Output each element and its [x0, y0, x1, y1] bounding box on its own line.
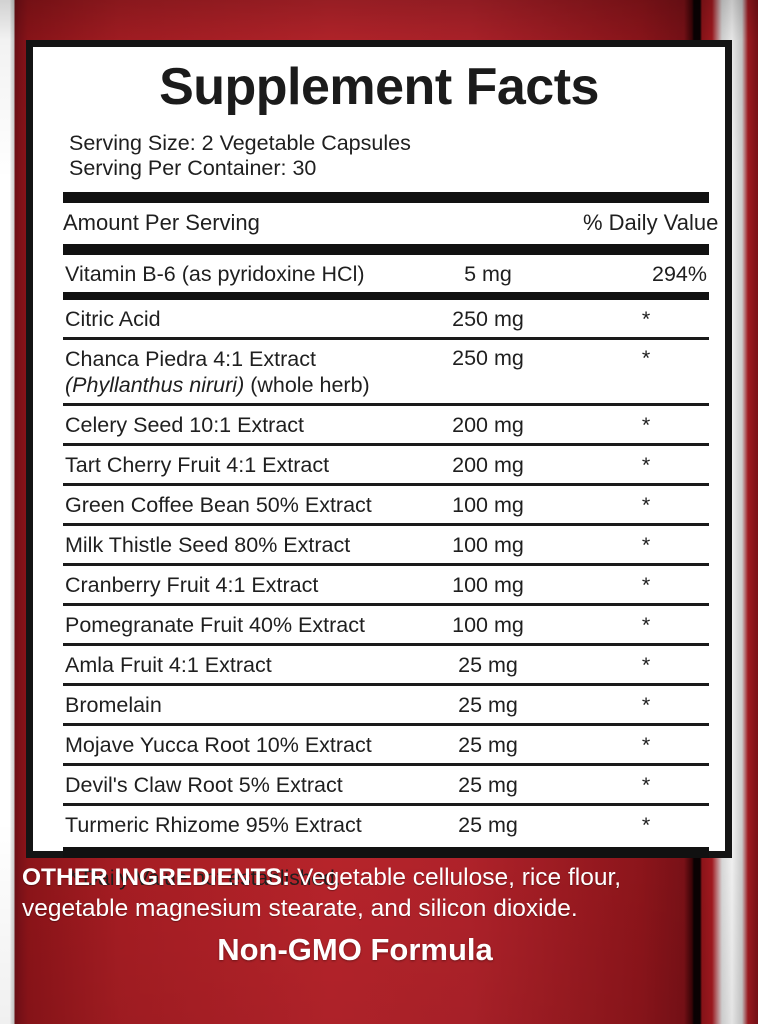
- ingredient-daily-value: *: [641, 693, 651, 717]
- ingredient-amount: 25 mg: [458, 653, 518, 677]
- table-row: Turmeric Rhizome 95% Extract 25 mg *: [63, 806, 709, 843]
- ingredient-name: Green Coffee Bean 50% Extract: [65, 493, 372, 517]
- ingredient-name: Mojave Yucca Root 10% Extract: [65, 733, 372, 757]
- table-row: Pomegranate Fruit 40% Extract 100 mg *: [63, 606, 709, 643]
- ingredient-name-line1: Chanca Piedra 4:1 Extract: [65, 347, 316, 371]
- serving-size-text: Serving Size: 2 Vegetable Capsules: [69, 131, 411, 155]
- ingredient-name: Citric Acid: [65, 307, 161, 331]
- ingredient-name: Turmeric Rhizome 95% Extract: [65, 813, 362, 837]
- rule-thin: [63, 563, 709, 566]
- table-row: Green Coffee Bean 50% Extract 100 mg *: [63, 486, 709, 523]
- ingredient-amount: 100 mg: [452, 533, 524, 557]
- serving-information: Serving Size: 2 Vegetable Capsules Servi…: [63, 131, 695, 181]
- non-gmo-formula-text: Non-GMO Formula: [217, 932, 493, 967]
- supplement-facts-panel: Supplement Facts Serving Size: 2 Vegetab…: [26, 40, 732, 890]
- ingredient-amount: 25 mg: [458, 773, 518, 797]
- serving-per-container-text: Serving Per Container: 30: [69, 156, 317, 180]
- ingredient-name: Vitamin B-6 (as pyridoxine HCl): [65, 262, 365, 286]
- rule-thin: [63, 603, 709, 606]
- ingredient-amount: 25 mg: [458, 813, 518, 837]
- ingredient-daily-value: *: [641, 813, 651, 837]
- ingredient-amount: 25 mg: [458, 733, 518, 757]
- daily-value-header: % Daily Value: [583, 210, 719, 235]
- table-row: Tart Cherry Fruit 4:1 Extract 200 mg *: [63, 446, 709, 483]
- amount-per-serving-header: Amount Per Serving: [63, 210, 260, 235]
- ingredient-name: Chanca Piedra 4:1 Extract (Phyllanthus n…: [63, 340, 393, 403]
- other-ingredients-text: Vegetable cellulose, rice flour, vegetab…: [22, 864, 622, 922]
- ingredient-daily-value: *: [641, 493, 651, 517]
- ingredient-daily-value: *: [641, 413, 651, 437]
- rule-thin: [63, 643, 709, 646]
- other-ingredients-block: OTHER INGREDIENTS: Vegetable cellulose, …: [22, 862, 688, 924]
- table-row: Chanca Piedra 4:1 Extract (Phyllanthus n…: [63, 340, 709, 403]
- table-row: Citric Acid 250 mg *: [63, 300, 709, 337]
- ingredient-daily-value: *: [641, 573, 651, 597]
- ingredient-daily-value: *: [641, 307, 651, 331]
- daily-value-footnote: * Daily Value not established.: [69, 867, 341, 890]
- table-row: Devil's Claw Root 5% Extract 25 mg *: [63, 766, 709, 803]
- table-row: Vitamin B-6 (as pyridoxine HCl) 5 mg 294…: [63, 255, 709, 292]
- facts-table-body: Amount Per Serving % Daily Value Vitamin…: [63, 192, 719, 858]
- ingredient-daily-value: *: [641, 613, 651, 637]
- rule-thin: [63, 683, 709, 686]
- table-row: Bromelain 25 mg *: [63, 686, 709, 723]
- ingredient-name: Tart Cherry Fruit 4:1 Extract: [65, 453, 330, 477]
- ingredient-amount: 200 mg: [452, 413, 524, 437]
- rule-thick-top: [63, 192, 709, 203]
- ingredient-name: Amla Fruit 4:1 Extract: [65, 653, 272, 677]
- ingredient-amount: 250 mg: [452, 346, 524, 370]
- ingredient-daily-value: *: [641, 733, 651, 757]
- ingredient-name: Bromelain: [65, 693, 162, 717]
- ingredient-amount: 100 mg: [452, 493, 524, 517]
- ingredient-daily-value: *: [641, 533, 651, 557]
- rule-thick-bottom: [63, 843, 709, 858]
- ingredient-name: Celery Seed 10:1 Extract: [65, 413, 305, 437]
- rule-thin: [63, 443, 709, 446]
- table-row: Mojave Yucca Root 10% Extract 25 mg *: [63, 726, 709, 763]
- table-row: Milk Thistle Seed 80% Extract 100 mg *: [63, 526, 709, 563]
- table-row: Amla Fruit 4:1 Extract 25 mg *: [63, 646, 709, 683]
- rule-thin: [63, 483, 709, 486]
- table-header-row: Amount Per Serving % Daily Value: [63, 203, 719, 244]
- other-ingredients-label: OTHER INGREDIENTS:: [22, 864, 291, 891]
- ingredient-name: Devil's Claw Root 5% Extract: [65, 773, 343, 797]
- supplement-facts-title: Supplement Facts: [159, 58, 599, 116]
- ingredient-name: Milk Thistle Seed 80% Extract: [65, 533, 351, 557]
- ingredient-daily-value: *: [641, 773, 651, 797]
- rule-thick-after-header: [63, 244, 709, 255]
- ingredient-amount: 5 mg: [464, 262, 512, 286]
- ingredient-amount: 250 mg: [452, 307, 524, 331]
- rule-thin: [63, 337, 709, 340]
- ingredient-plant-part: (whole herb): [244, 373, 370, 397]
- ingredient-amount: 100 mg: [452, 613, 524, 637]
- ingredient-daily-value: *: [641, 453, 651, 477]
- ingredient-daily-value: *: [641, 653, 651, 677]
- ingredient-amount: 100 mg: [452, 573, 524, 597]
- rule-thick-after-vitamins: [63, 292, 709, 300]
- ingredient-amount: 25 mg: [458, 693, 518, 717]
- ingredient-name: Cranberry Fruit 4:1 Extract: [65, 573, 319, 597]
- ingredient-amount: 200 mg: [452, 453, 524, 477]
- rule-thin: [63, 523, 709, 526]
- table-row: Cranberry Fruit 4:1 Extract 100 mg *: [63, 566, 709, 603]
- ingredient-name: Pomegranate Fruit 40% Extract: [65, 613, 365, 637]
- rule-thin: [63, 803, 709, 806]
- rule-thin: [63, 763, 709, 766]
- supplement-facts-table: Amount Per Serving % Daily Value Vitamin…: [63, 192, 719, 858]
- table-row: Celery Seed 10:1 Extract 200 mg *: [63, 406, 709, 443]
- ingredient-daily-value: 294%: [652, 262, 707, 286]
- rule-thin: [63, 403, 709, 406]
- rule-thin: [63, 723, 709, 726]
- ingredient-daily-value: *: [641, 346, 651, 370]
- ingredient-botanical-name: (Phyllanthus niruri): [65, 373, 245, 397]
